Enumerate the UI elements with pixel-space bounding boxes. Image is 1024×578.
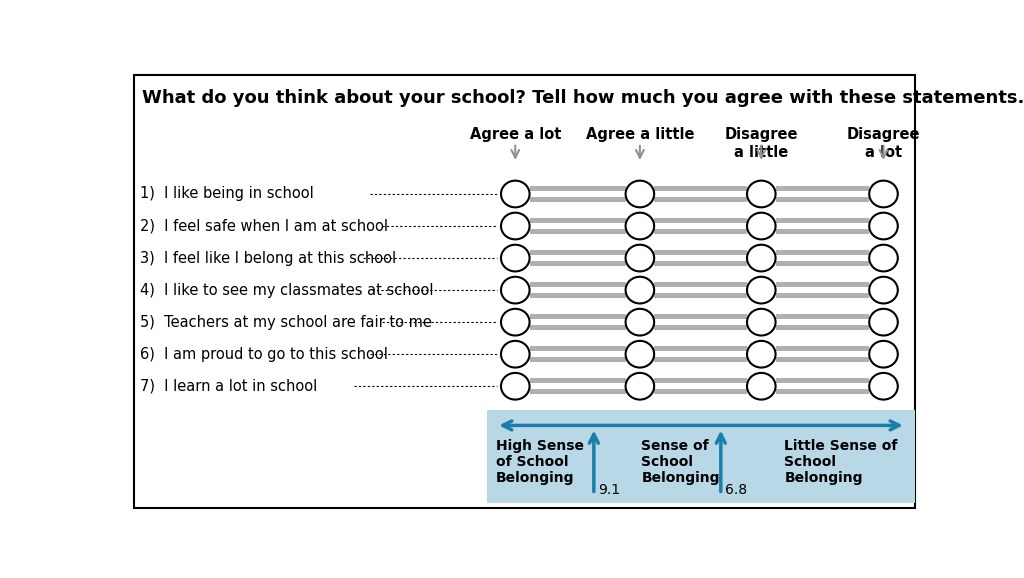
Ellipse shape <box>746 180 775 208</box>
Ellipse shape <box>501 213 529 239</box>
Text: 2)  I feel safe when I am at school: 2) I feel safe when I am at school <box>140 218 388 234</box>
Ellipse shape <box>626 180 654 208</box>
Bar <box>529 314 626 319</box>
Ellipse shape <box>746 309 775 335</box>
Ellipse shape <box>501 244 529 272</box>
Bar <box>654 346 748 351</box>
Ellipse shape <box>626 277 654 303</box>
Bar <box>775 229 869 234</box>
Bar <box>654 389 748 394</box>
Bar <box>486 410 915 503</box>
Ellipse shape <box>869 309 898 335</box>
Bar <box>529 250 626 255</box>
Bar <box>529 282 626 287</box>
Bar <box>654 250 748 255</box>
Bar <box>775 261 869 266</box>
Bar <box>529 218 626 223</box>
Bar <box>654 293 748 298</box>
Bar <box>775 293 869 298</box>
Text: Agree a little: Agree a little <box>586 127 694 142</box>
Bar <box>654 379 748 383</box>
Bar <box>654 357 748 362</box>
Text: Little Sense of
School
Belonging: Little Sense of School Belonging <box>784 439 898 485</box>
Bar <box>775 186 869 191</box>
Bar <box>775 389 869 394</box>
Bar <box>529 379 626 383</box>
Text: Disagree
a lot: Disagree a lot <box>847 127 921 160</box>
Text: 3)  I feel like I belong at this school: 3) I feel like I belong at this school <box>140 251 396 265</box>
Ellipse shape <box>501 373 529 399</box>
Ellipse shape <box>869 180 898 208</box>
Bar <box>529 357 626 362</box>
Bar <box>654 197 748 202</box>
Ellipse shape <box>626 244 654 272</box>
Ellipse shape <box>746 341 775 368</box>
Ellipse shape <box>626 213 654 239</box>
Bar <box>529 325 626 330</box>
Ellipse shape <box>746 277 775 303</box>
Ellipse shape <box>869 341 898 368</box>
Bar <box>654 229 748 234</box>
Ellipse shape <box>626 373 654 399</box>
Bar <box>529 389 626 394</box>
Text: What do you think about your school? Tell how much you agree with these statemen: What do you think about your school? Tel… <box>142 90 1024 108</box>
Text: High Sense
of School
Belonging: High Sense of School Belonging <box>497 439 585 485</box>
Ellipse shape <box>746 213 775 239</box>
Bar <box>654 325 748 330</box>
Ellipse shape <box>869 213 898 239</box>
Ellipse shape <box>501 309 529 335</box>
Text: 6.8: 6.8 <box>725 483 746 497</box>
Bar <box>654 218 748 223</box>
Ellipse shape <box>869 244 898 272</box>
Bar <box>529 229 626 234</box>
Ellipse shape <box>501 180 529 208</box>
Bar <box>775 250 869 255</box>
Bar <box>654 282 748 287</box>
Bar <box>775 282 869 287</box>
Ellipse shape <box>746 244 775 272</box>
Text: Agree a lot: Agree a lot <box>470 127 561 142</box>
Ellipse shape <box>626 309 654 335</box>
Bar <box>654 261 748 266</box>
Text: 6)  I am proud to go to this school: 6) I am proud to go to this school <box>140 347 388 362</box>
Bar <box>775 357 869 362</box>
Bar <box>654 186 748 191</box>
Text: 4)  I like to see my classmates at school: 4) I like to see my classmates at school <box>140 283 433 298</box>
Text: 9.1: 9.1 <box>598 483 620 497</box>
Bar <box>775 346 869 351</box>
Bar <box>529 346 626 351</box>
Text: 7)  I learn a lot in school: 7) I learn a lot in school <box>140 379 317 394</box>
Bar <box>529 293 626 298</box>
Ellipse shape <box>746 373 775 399</box>
Ellipse shape <box>869 277 898 303</box>
Bar <box>775 379 869 383</box>
Text: Disagree
a little: Disagree a little <box>725 127 798 160</box>
Ellipse shape <box>501 341 529 368</box>
Bar <box>529 186 626 191</box>
Bar <box>775 197 869 202</box>
Bar <box>775 314 869 319</box>
Text: 1)  I like being in school: 1) I like being in school <box>140 187 313 202</box>
Ellipse shape <box>501 277 529 303</box>
Ellipse shape <box>869 373 898 399</box>
Bar <box>529 197 626 202</box>
Text: Sense of
School
Belonging: Sense of School Belonging <box>641 439 720 485</box>
Bar <box>775 218 869 223</box>
Bar <box>529 261 626 266</box>
Bar <box>775 325 869 330</box>
Bar <box>654 314 748 319</box>
Ellipse shape <box>626 341 654 368</box>
Text: 5)  Teachers at my school are fair to me: 5) Teachers at my school are fair to me <box>140 314 432 329</box>
